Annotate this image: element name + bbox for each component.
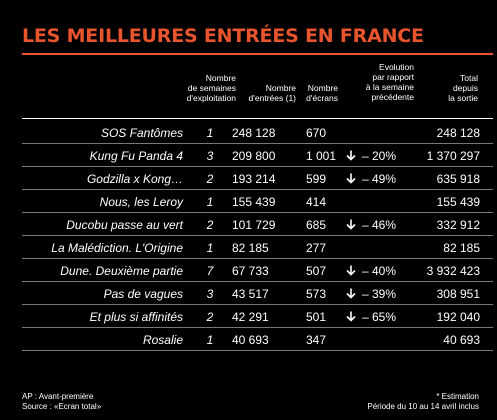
entries-value: 155 439 bbox=[232, 195, 276, 209]
weeks-value: 2 bbox=[206, 172, 214, 186]
row-divider bbox=[22, 350, 493, 351]
film-title: La Malédiction. L'Origine bbox=[51, 241, 183, 255]
row-divider bbox=[22, 166, 493, 167]
total-value: 40 693 bbox=[443, 333, 480, 347]
weeks-value: 1 bbox=[206, 333, 214, 347]
down-arrow-icon bbox=[344, 310, 358, 324]
evolution-value: – 20% bbox=[362, 149, 397, 163]
down-arrow-icon bbox=[344, 218, 358, 232]
table-row: Kung Fu Panda 4 3 209 800 1 001 – 20% 1 370 2… bbox=[0, 144, 497, 167]
table-row: Pas de vagues 3 43 517 573 – 39% 308 951 bbox=[0, 282, 497, 305]
film-title: Ducobu passe au vert bbox=[66, 218, 183, 232]
table-row: Et plus si affinités 2 42 291 501 – 65% 192 0… bbox=[0, 305, 497, 328]
down-arrow-icon bbox=[344, 172, 358, 186]
film-title: Kung Fu Panda 4 bbox=[89, 149, 183, 163]
row-divider bbox=[22, 304, 493, 305]
row-divider bbox=[22, 212, 493, 213]
screens-value: 414 bbox=[306, 195, 327, 209]
footer-source: Source : «Ecran total» bbox=[22, 402, 102, 411]
evolution-value: – 49% bbox=[362, 172, 397, 186]
title-rule bbox=[22, 53, 493, 55]
footer-notes: AP : Avant-première Source : «Ecran tota… bbox=[22, 392, 101, 412]
entries-value: 67 733 bbox=[232, 264, 269, 278]
table-row: Dune. Deuxième partie 7 67 733 507 – 40% 3 93… bbox=[0, 259, 497, 282]
footer-estimation: * Estimation bbox=[436, 392, 479, 401]
total-value: 635 918 bbox=[436, 172, 480, 186]
screens-value: 347 bbox=[306, 333, 327, 347]
footer-period: * Estimation Période du 10 au 14 avril i… bbox=[367, 392, 479, 412]
screens-value: 501 bbox=[306, 310, 327, 324]
screens-value: 599 bbox=[306, 172, 327, 186]
down-arrow-icon bbox=[344, 287, 358, 301]
screens-value: 685 bbox=[306, 218, 327, 232]
entries-value: 101 729 bbox=[232, 218, 276, 232]
entries-value: 248 128 bbox=[232, 126, 276, 140]
row-divider bbox=[22, 327, 493, 328]
down-arrow-icon bbox=[344, 149, 358, 163]
weeks-value: 2 bbox=[206, 218, 214, 232]
weeks-value: 1 bbox=[206, 241, 214, 255]
screens-value: 507 bbox=[306, 264, 327, 278]
total-value: 3 932 423 bbox=[426, 264, 480, 278]
row-divider bbox=[22, 235, 493, 236]
total-value: 155 439 bbox=[436, 195, 480, 209]
table-row: La Malédiction. L'Origine 1 82 185 277 82 18… bbox=[0, 236, 497, 259]
table-row: Godzilla x Kong… 2 193 214 599 – 49% 635 918 bbox=[0, 167, 497, 190]
film-title: Nous, les Leroy bbox=[99, 195, 183, 209]
weeks-value: 2 bbox=[206, 310, 214, 324]
weeks-value: 1 bbox=[206, 195, 214, 209]
table-row: Nous, les Leroy 1 155 439 414 155 439 bbox=[0, 190, 497, 213]
row-divider bbox=[22, 143, 493, 144]
entries-value: 42 291 bbox=[232, 310, 269, 324]
total-value: 192 040 bbox=[436, 310, 480, 324]
total-value: 1 370 297 bbox=[426, 149, 480, 163]
header-ecrans: Nombre d'écrans bbox=[306, 83, 338, 103]
footer-ap-note: AP : Avant-première bbox=[22, 392, 94, 401]
entries-value: 40 693 bbox=[232, 333, 269, 347]
evolution-value: – 46% bbox=[362, 218, 397, 232]
header-semaines: Nombre de semaines d'exploitation bbox=[186, 73, 236, 103]
header-total: Total depuis la sortie bbox=[448, 73, 478, 103]
film-title: Rosalie bbox=[142, 333, 183, 347]
header-rule bbox=[22, 118, 493, 119]
weeks-value: 1 bbox=[206, 126, 214, 140]
down-arrow-icon bbox=[344, 264, 358, 278]
footer-period-text: Période du 10 au 14 avril inclus bbox=[367, 402, 479, 411]
film-title: Et plus si affinités bbox=[89, 310, 183, 324]
total-value: 332 912 bbox=[436, 218, 480, 232]
film-title: Godzilla x Kong… bbox=[86, 172, 183, 186]
weeks-value: 3 bbox=[206, 149, 214, 163]
entries-value: 82 185 bbox=[232, 241, 269, 255]
film-title: SOS Fantômes bbox=[100, 126, 183, 140]
row-divider bbox=[22, 189, 493, 190]
table-row: SOS Fantômes 1 248 128 670 248 128 bbox=[0, 121, 497, 144]
total-value: 82 185 bbox=[443, 241, 480, 255]
total-value: 308 951 bbox=[436, 287, 480, 301]
entries-value: 193 214 bbox=[232, 172, 276, 186]
screens-value: 277 bbox=[306, 241, 327, 255]
total-value: 248 128 bbox=[436, 126, 480, 140]
weeks-value: 7 bbox=[206, 264, 214, 278]
entries-value: 209 800 bbox=[232, 149, 276, 163]
page-title: LES MEILLEURES ENTRÉES EN FRANCE bbox=[22, 25, 424, 47]
film-title: Dune. Deuxième partie bbox=[60, 264, 183, 278]
table-row: Ducobu passe au vert 2 101 729 685 – 46% 332 … bbox=[0, 213, 497, 236]
header-evolution: Evolution par rapport à la semaine précé… bbox=[365, 62, 414, 102]
film-title: Pas de vagues bbox=[103, 287, 183, 301]
screens-value: 573 bbox=[306, 287, 327, 301]
table-row: Rosalie 1 40 693 347 40 693 bbox=[0, 328, 497, 351]
weeks-value: 3 bbox=[206, 287, 214, 301]
evolution-value: – 40% bbox=[362, 264, 397, 278]
evolution-value: – 39% bbox=[362, 287, 397, 301]
row-divider bbox=[22, 281, 493, 282]
header-entrees: Nombre d'entrées (1) bbox=[248, 83, 296, 103]
row-divider bbox=[22, 258, 493, 259]
screens-value: 670 bbox=[306, 126, 327, 140]
entries-value: 43 517 bbox=[232, 287, 269, 301]
evolution-value: – 65% bbox=[362, 310, 397, 324]
screens-value: 1 001 bbox=[306, 149, 337, 163]
